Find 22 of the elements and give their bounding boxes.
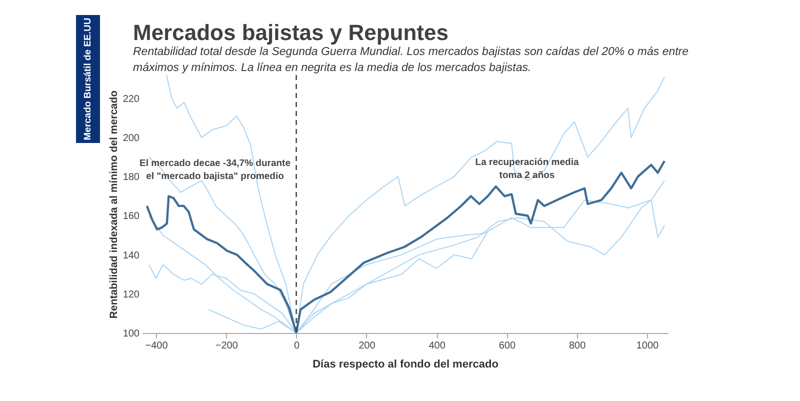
y-tick-label: 160	[122, 211, 140, 222]
chart-title: Mercados bajistas y Repuntes	[133, 20, 448, 46]
y-tick-label: 220	[122, 94, 140, 105]
y-tick-label: 120	[122, 289, 140, 300]
x-tick-label: 600	[498, 340, 516, 352]
x-tick-label: 200	[358, 340, 376, 352]
x-tick-label: 400	[428, 340, 446, 352]
y-tick-label: 140	[122, 250, 140, 262]
x-tick-label: −200	[215, 340, 238, 352]
x-axis-title: Días respecto al fondo del mercado	[312, 358, 499, 370]
chart-subtitle: Rentabilidad total desde la Segunda Guerra Mundial. Los mercados bajistas son caídas del 20% o más entre máximos y mínimos. La línea en negrita es la media de los mercados bajistas.	[133, 45, 690, 76]
x-tick-label: 0	[294, 340, 300, 352]
x-tick-label: 800	[568, 340, 586, 352]
x-tick-label: −400	[145, 340, 168, 352]
x-tick-label: 1000	[636, 340, 660, 352]
y-tick-label: 200	[122, 133, 140, 144]
y-tick-label: 100	[122, 328, 140, 340]
annotation: El mercado decae -34,7% durante el "mercado bajista" promedio	[139, 158, 291, 182]
annotation: La recuperación media toma 2 años	[475, 157, 580, 181]
side-tag: Mercado Bursátil de EE.UU	[76, 15, 100, 143]
y-tick-label: 180	[122, 172, 140, 184]
y-axis-title: Rentabilidad indexada al mínimo del mercado	[108, 90, 120, 319]
